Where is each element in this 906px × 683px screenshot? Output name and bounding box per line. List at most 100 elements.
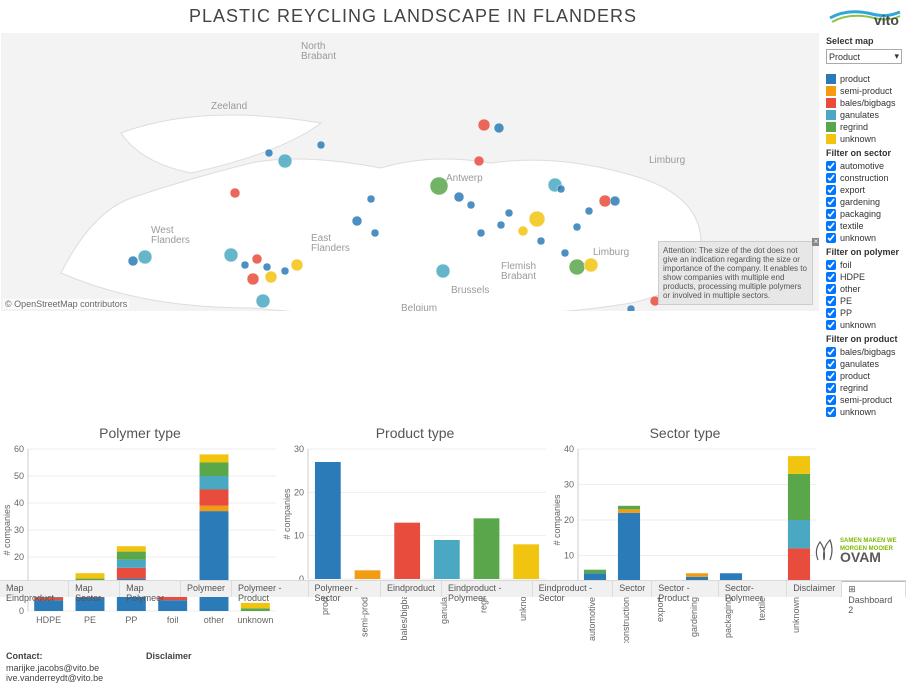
tab-polymeer-product[interactable]: Polymeer - Product [232, 581, 309, 597]
svg-text:# companies: # companies [2, 504, 12, 556]
legend-item[interactable]: product [826, 74, 906, 84]
filter-item[interactable]: bales/bigbags [826, 347, 906, 357]
map-attribution: © OpenStreetMap contributors [3, 299, 129, 309]
svg-text:Flanders: Flanders [151, 235, 190, 246]
tab-polymeer-sector[interactable]: Polymeer - Sector [309, 581, 381, 597]
filter-item[interactable]: unknown [826, 320, 906, 330]
filter-checkbox[interactable] [826, 395, 836, 405]
filter-item[interactable]: HDPE [826, 272, 906, 282]
filter-checkbox[interactable] [826, 185, 836, 195]
filter-item[interactable]: other [826, 284, 906, 294]
filter-item[interactable]: unknown [826, 407, 906, 417]
tab-map-polymeer[interactable]: Map Polymeer [120, 581, 181, 597]
filter-heading: Filter on sector [826, 148, 906, 158]
select-map-dropdown[interactable]: Product ▾ [826, 49, 902, 64]
filter-item[interactable]: PE [826, 296, 906, 306]
svg-text:20: 20 [14, 552, 24, 562]
filter-label: unknown [840, 407, 876, 417]
filter-checkbox[interactable] [826, 371, 836, 381]
filter-label: PE [840, 296, 852, 306]
legend-label: bales/bigbags [840, 98, 896, 108]
filter-checkbox[interactable] [826, 161, 836, 171]
filter-checkbox[interactable] [826, 383, 836, 393]
filter-item[interactable]: unknown [826, 233, 906, 243]
dashboard-icon: ⊞ [848, 584, 856, 594]
legend-item[interactable]: semi-product [826, 86, 906, 96]
svg-text:Limburg: Limburg [649, 155, 685, 166]
legend-item[interactable]: regrind [826, 122, 906, 132]
tab-label: Sector-Polymeer [725, 583, 763, 603]
tab-label: Disclaimer [793, 583, 835, 593]
filter-item[interactable]: export [826, 185, 906, 195]
svg-text:construction: construction [621, 597, 631, 643]
legend-label: ganulates [840, 110, 879, 120]
select-map-label: Select map [826, 36, 906, 46]
filter-label: construction [840, 173, 889, 183]
tab-label: Sector [619, 583, 645, 593]
map-area[interactable]: NorthBrabantZeelandAntwerpLimburgWestFla… [0, 32, 820, 312]
filter-checkbox[interactable] [826, 347, 836, 357]
tab-eindproduct[interactable]: Eindproduct [381, 581, 442, 597]
tab-map-eindproduct[interactable]: Map Eindproduct [0, 581, 69, 597]
filter-item[interactable]: textile [826, 221, 906, 231]
disclaimer-heading[interactable]: Disclaimer [146, 651, 192, 661]
filter-item[interactable]: foil [826, 260, 906, 270]
svg-text:40: 40 [564, 444, 574, 454]
filter-checkbox[interactable] [826, 320, 836, 330]
tab-eindproduct-sector[interactable]: Eindproduct - Sector [533, 581, 614, 597]
legend-item[interactable]: unknown [826, 134, 906, 144]
vito-logo: vito [826, 2, 906, 31]
filter-item[interactable]: packaging [826, 209, 906, 219]
filter-checkbox[interactable] [826, 284, 836, 294]
tab-map-sector[interactable]: Map Sector [69, 581, 120, 597]
svg-text:10: 10 [294, 531, 304, 541]
filter-item[interactable]: automotive [826, 161, 906, 171]
tab-disclaimer[interactable]: Disclaimer [787, 581, 842, 597]
select-map-value: Product [829, 52, 860, 62]
tab-eindproduct-polymeer[interactable]: Eindproduct - Polymeer [442, 581, 533, 597]
legend-item[interactable]: bales/bigbags [826, 98, 906, 108]
filter-checkbox[interactable] [826, 260, 836, 270]
filter-item[interactable]: gardening [826, 197, 906, 207]
tab-dashboard-2[interactable]: ⊞ Dashboard 2 [842, 581, 906, 597]
filter-checkbox[interactable] [826, 173, 836, 183]
filter-checkbox[interactable] [826, 197, 836, 207]
svg-text:PE: PE [84, 615, 96, 625]
tab-sector-polymeer[interactable]: Sector-Polymeer [719, 581, 787, 597]
svg-text:50: 50 [14, 471, 24, 481]
svg-text:20: 20 [294, 487, 304, 497]
close-icon[interactable]: × [812, 238, 820, 246]
tab-label: Map Polymeer [126, 583, 164, 603]
filter-item[interactable]: PP [826, 308, 906, 318]
filter-label: HDPE [840, 272, 865, 282]
filter-checkbox[interactable] [826, 272, 836, 282]
filter-item[interactable]: product [826, 371, 906, 381]
filter-checkbox[interactable] [826, 221, 836, 231]
svg-text:other: other [204, 615, 225, 625]
tab-sector[interactable]: Sector [613, 581, 652, 597]
filter-item[interactable]: regrind [826, 383, 906, 393]
svg-text:packaging: packaging [723, 597, 733, 638]
filter-label: unknown [840, 320, 876, 330]
legend-label: unknown [840, 134, 876, 144]
svg-text:30: 30 [294, 444, 304, 454]
filter-label: packaging [840, 209, 881, 219]
svg-text:Belgium: Belgium [401, 303, 437, 312]
svg-text:SAMEN MAKEN WE: SAMEN MAKEN WE [840, 538, 897, 544]
svg-text:HDPE: HDPE [36, 615, 61, 625]
filter-checkbox[interactable] [826, 308, 836, 318]
legend-item[interactable]: ganulates [826, 110, 906, 120]
filter-item[interactable]: construction [826, 173, 906, 183]
filter-checkbox[interactable] [826, 233, 836, 243]
filter-item[interactable]: ganulates [826, 359, 906, 369]
filter-label: automotive [840, 161, 884, 171]
filter-checkbox[interactable] [826, 359, 836, 369]
filter-checkbox[interactable] [826, 407, 836, 417]
filter-item[interactable]: semi-product [826, 395, 906, 405]
legend-swatch [826, 98, 836, 108]
tab-sector-product[interactable]: Sector - Product [652, 581, 719, 597]
map-note: × Attention: The size of the dot does no… [658, 241, 813, 305]
tab-polymeer[interactable]: Polymeer [181, 581, 232, 597]
filter-checkbox[interactable] [826, 296, 836, 306]
filter-checkbox[interactable] [826, 209, 836, 219]
